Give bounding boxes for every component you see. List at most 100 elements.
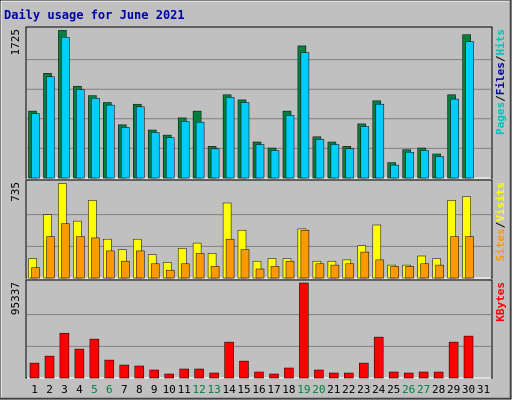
bar-kbytes-day-19 xyxy=(299,282,309,379)
bar-kbytes-day-18 xyxy=(284,367,294,379)
legend-kbytes: KBytes xyxy=(494,282,507,322)
bar-sites-day-18 xyxy=(285,260,295,279)
bar-kbytes-day-24 xyxy=(373,336,384,379)
x-tick-label-day-27: 27 xyxy=(417,383,430,396)
bar-sites-day-13 xyxy=(210,266,220,279)
x-tick-label-day-29: 29 xyxy=(447,383,460,396)
x-tick-label-day-7: 7 xyxy=(121,383,128,396)
bar-sites-day-30 xyxy=(465,236,474,279)
bar-hits-day-6 xyxy=(106,104,115,179)
bar-sites-day-27 xyxy=(420,263,429,279)
bar-hits-day-2 xyxy=(46,76,55,179)
bar-hits-day-26 xyxy=(405,152,414,179)
bar-hits-day-17 xyxy=(270,150,280,179)
x-tick-label-day-2: 2 xyxy=(46,383,53,396)
bar-kbytes-day-22 xyxy=(344,372,354,379)
legend-entry: Visits xyxy=(494,182,507,222)
x-tick-label-day-17: 17 xyxy=(267,383,280,396)
x-tick-label-day-9: 9 xyxy=(151,383,158,396)
bar-hits-day-30 xyxy=(465,41,474,179)
bar-sites-day-9 xyxy=(150,263,160,279)
bar-kbytes-day-3 xyxy=(59,332,70,379)
bar-kbytes-day-17 xyxy=(269,373,279,379)
bar-sites-day-14 xyxy=(225,238,235,279)
bar-sites-day-8 xyxy=(136,250,145,279)
legend-hits_files_pages: Pages/Files/Hits xyxy=(494,29,507,135)
x-tick-label-day-8: 8 xyxy=(136,383,143,396)
x-axis-labels: 1 2 3 4 5 6 7 8 9 10 11 12 13 14 15 16 17 18 19 20 21 22 23 24 2… xyxy=(31,383,490,396)
bar-kbytes-day-23 xyxy=(359,362,369,379)
bar-kbytes-day-9 xyxy=(149,369,159,379)
legend-entry: KBytes xyxy=(494,282,507,322)
bar-sites-day-6 xyxy=(106,250,115,279)
legend-entry: / xyxy=(494,95,507,102)
x-tick-label-day-26: 26 xyxy=(402,383,415,396)
bar-sites-day-22 xyxy=(345,263,355,279)
x-tick-label-day-6: 6 xyxy=(106,383,113,396)
bar-kbytes-day-8 xyxy=(134,365,145,379)
bar-hits-day-9 xyxy=(150,132,160,179)
bar-hits-day-14 xyxy=(225,97,235,179)
bar-sites-day-16 xyxy=(255,268,265,279)
x-tick-label-day-25: 25 xyxy=(387,383,400,396)
x-tick-label-day-21: 21 xyxy=(327,383,340,396)
x-tick-label-day-30: 30 xyxy=(462,383,475,396)
legend-entry: / xyxy=(494,55,507,62)
bar-kbytes-day-15 xyxy=(239,360,249,379)
bar-sites-day-24 xyxy=(375,259,385,279)
bar-kbytes-day-10 xyxy=(164,373,174,379)
x-tick-label-day-4: 4 xyxy=(76,383,83,396)
legend-entry: / xyxy=(494,221,507,228)
bar-kbytes-day-2 xyxy=(44,355,55,379)
bar-sites-day-25 xyxy=(390,266,399,279)
bar-kbytes-day-29 xyxy=(448,341,459,379)
bar-kbytes-day-14 xyxy=(224,341,234,379)
legend-entry: Hits xyxy=(494,29,507,56)
bar-hits-day-12 xyxy=(195,121,205,179)
bar-kbytes-day-12 xyxy=(194,368,204,379)
bar-kbytes-day-21 xyxy=(329,372,339,379)
legend-visits_sites: Sites/Visits xyxy=(494,182,507,262)
x-tick-label-day-15: 15 xyxy=(237,383,250,396)
chart-title: Daily usage for June 2021 xyxy=(4,8,185,22)
bar-kbytes-day-13 xyxy=(209,372,219,379)
bar-sites-day-28 xyxy=(435,264,444,279)
bar-kbytes-day-4 xyxy=(74,348,85,379)
bar-hits-day-15 xyxy=(240,102,250,179)
x-tick-label-day-3: 3 xyxy=(61,383,68,396)
x-tick-label-day-24: 24 xyxy=(372,383,386,396)
bar-kbytes-day-6 xyxy=(104,359,115,379)
bar-hits-day-24 xyxy=(375,103,385,179)
bar-sites-day-17 xyxy=(270,266,280,279)
x-tick-label-day-12: 12 xyxy=(192,383,205,396)
legend-entry: Files xyxy=(494,62,507,95)
bar-kbytes-day-5 xyxy=(89,338,100,379)
bar-hits-day-3 xyxy=(61,37,70,179)
bar-hits-day-4 xyxy=(76,89,85,179)
bar-hits-day-8 xyxy=(136,106,145,179)
y-axis-max-label: 735 xyxy=(9,182,22,202)
bar-sites-day-10 xyxy=(165,269,175,279)
x-tick-label-day-22: 22 xyxy=(342,383,355,396)
bar-sites-day-29 xyxy=(450,236,459,279)
panel-kbytes xyxy=(25,279,493,379)
bar-hits-day-28 xyxy=(435,156,444,179)
bar-sites-day-7 xyxy=(121,260,130,279)
bar-hits-day-5 xyxy=(91,97,100,179)
bar-kbytes-day-25 xyxy=(388,371,399,379)
bar-hits-day-18 xyxy=(285,115,295,179)
bar-sites-day-11 xyxy=(180,263,190,279)
bar-hits-day-7 xyxy=(121,127,130,179)
bar-sites-day-3 xyxy=(61,223,70,279)
x-tick-label-day-23: 23 xyxy=(357,383,370,396)
bar-hits-day-11 xyxy=(180,121,190,179)
bar-hits-day-16 xyxy=(255,144,265,179)
x-tick-label-day-10: 10 xyxy=(163,383,176,396)
x-tick-label-day-16: 16 xyxy=(252,383,265,396)
y-axis-max-label: 1725 xyxy=(9,29,22,56)
bar-kbytes-day-28 xyxy=(433,371,444,379)
bar-hits-day-19 xyxy=(300,52,310,179)
bar-sites-day-1 xyxy=(31,267,40,279)
legend-entry: Sites xyxy=(494,228,507,261)
